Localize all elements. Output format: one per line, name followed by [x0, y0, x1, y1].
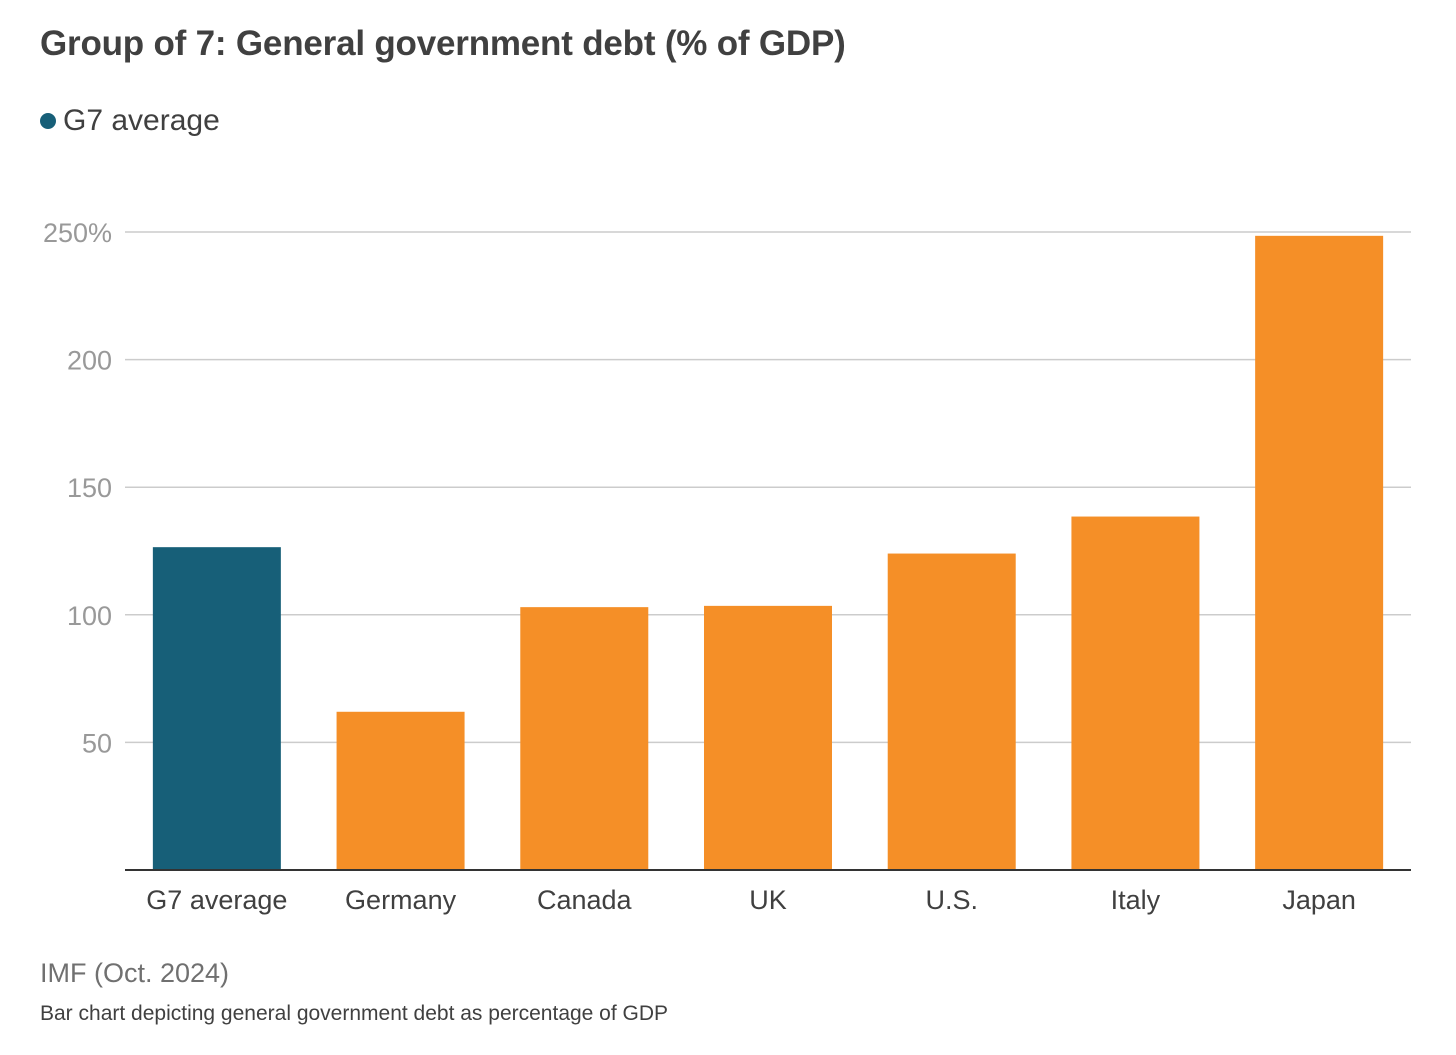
x-tick-label-italy: Italy	[1111, 885, 1161, 915]
x-tick-label-u-s: U.S.	[925, 885, 978, 915]
bar-canada	[520, 607, 649, 870]
chart-caption: Bar chart depicting general government d…	[40, 1002, 669, 1025]
bar-g7-average	[152, 547, 281, 870]
x-tick-label-uk: UK	[749, 885, 787, 915]
y-tick-label-50: 50	[82, 728, 112, 758]
bars	[152, 235, 1384, 870]
x-tick-label-germany: Germany	[345, 885, 457, 915]
legend-swatch	[40, 113, 56, 129]
x-tick-label-japan: Japan	[1282, 885, 1356, 915]
y-tick-label-100: 100	[67, 601, 112, 631]
bar-u-s	[887, 553, 1016, 870]
y-tick-label-150: 150	[67, 473, 112, 503]
source-note: IMF (Oct. 2024)	[40, 958, 230, 988]
y-tick-label-250: 250%	[43, 218, 112, 248]
bar-germany	[336, 711, 465, 870]
bar-japan	[1255, 235, 1384, 870]
legend: G7 average	[40, 104, 220, 138]
bar-italy	[1071, 516, 1200, 870]
y-tick-label-200: 200	[67, 346, 112, 376]
x-tick-label-canada: Canada	[537, 885, 633, 915]
y-axis-ticks: 50 100 150 200 250%	[43, 218, 112, 758]
bar-chart: 50 100 150 200 250% G7 average Germany Canada U…	[43, 218, 1411, 915]
legend-label: G7 average	[63, 104, 220, 137]
chart-title: Group of 7: General government debt (% o…	[40, 24, 846, 63]
x-axis-labels: G7 average Germany Canada UK U.S. Italy Japan	[146, 885, 1356, 915]
bar-uk	[704, 605, 832, 870]
x-tick-label-g7-average: G7 average	[146, 885, 287, 915]
